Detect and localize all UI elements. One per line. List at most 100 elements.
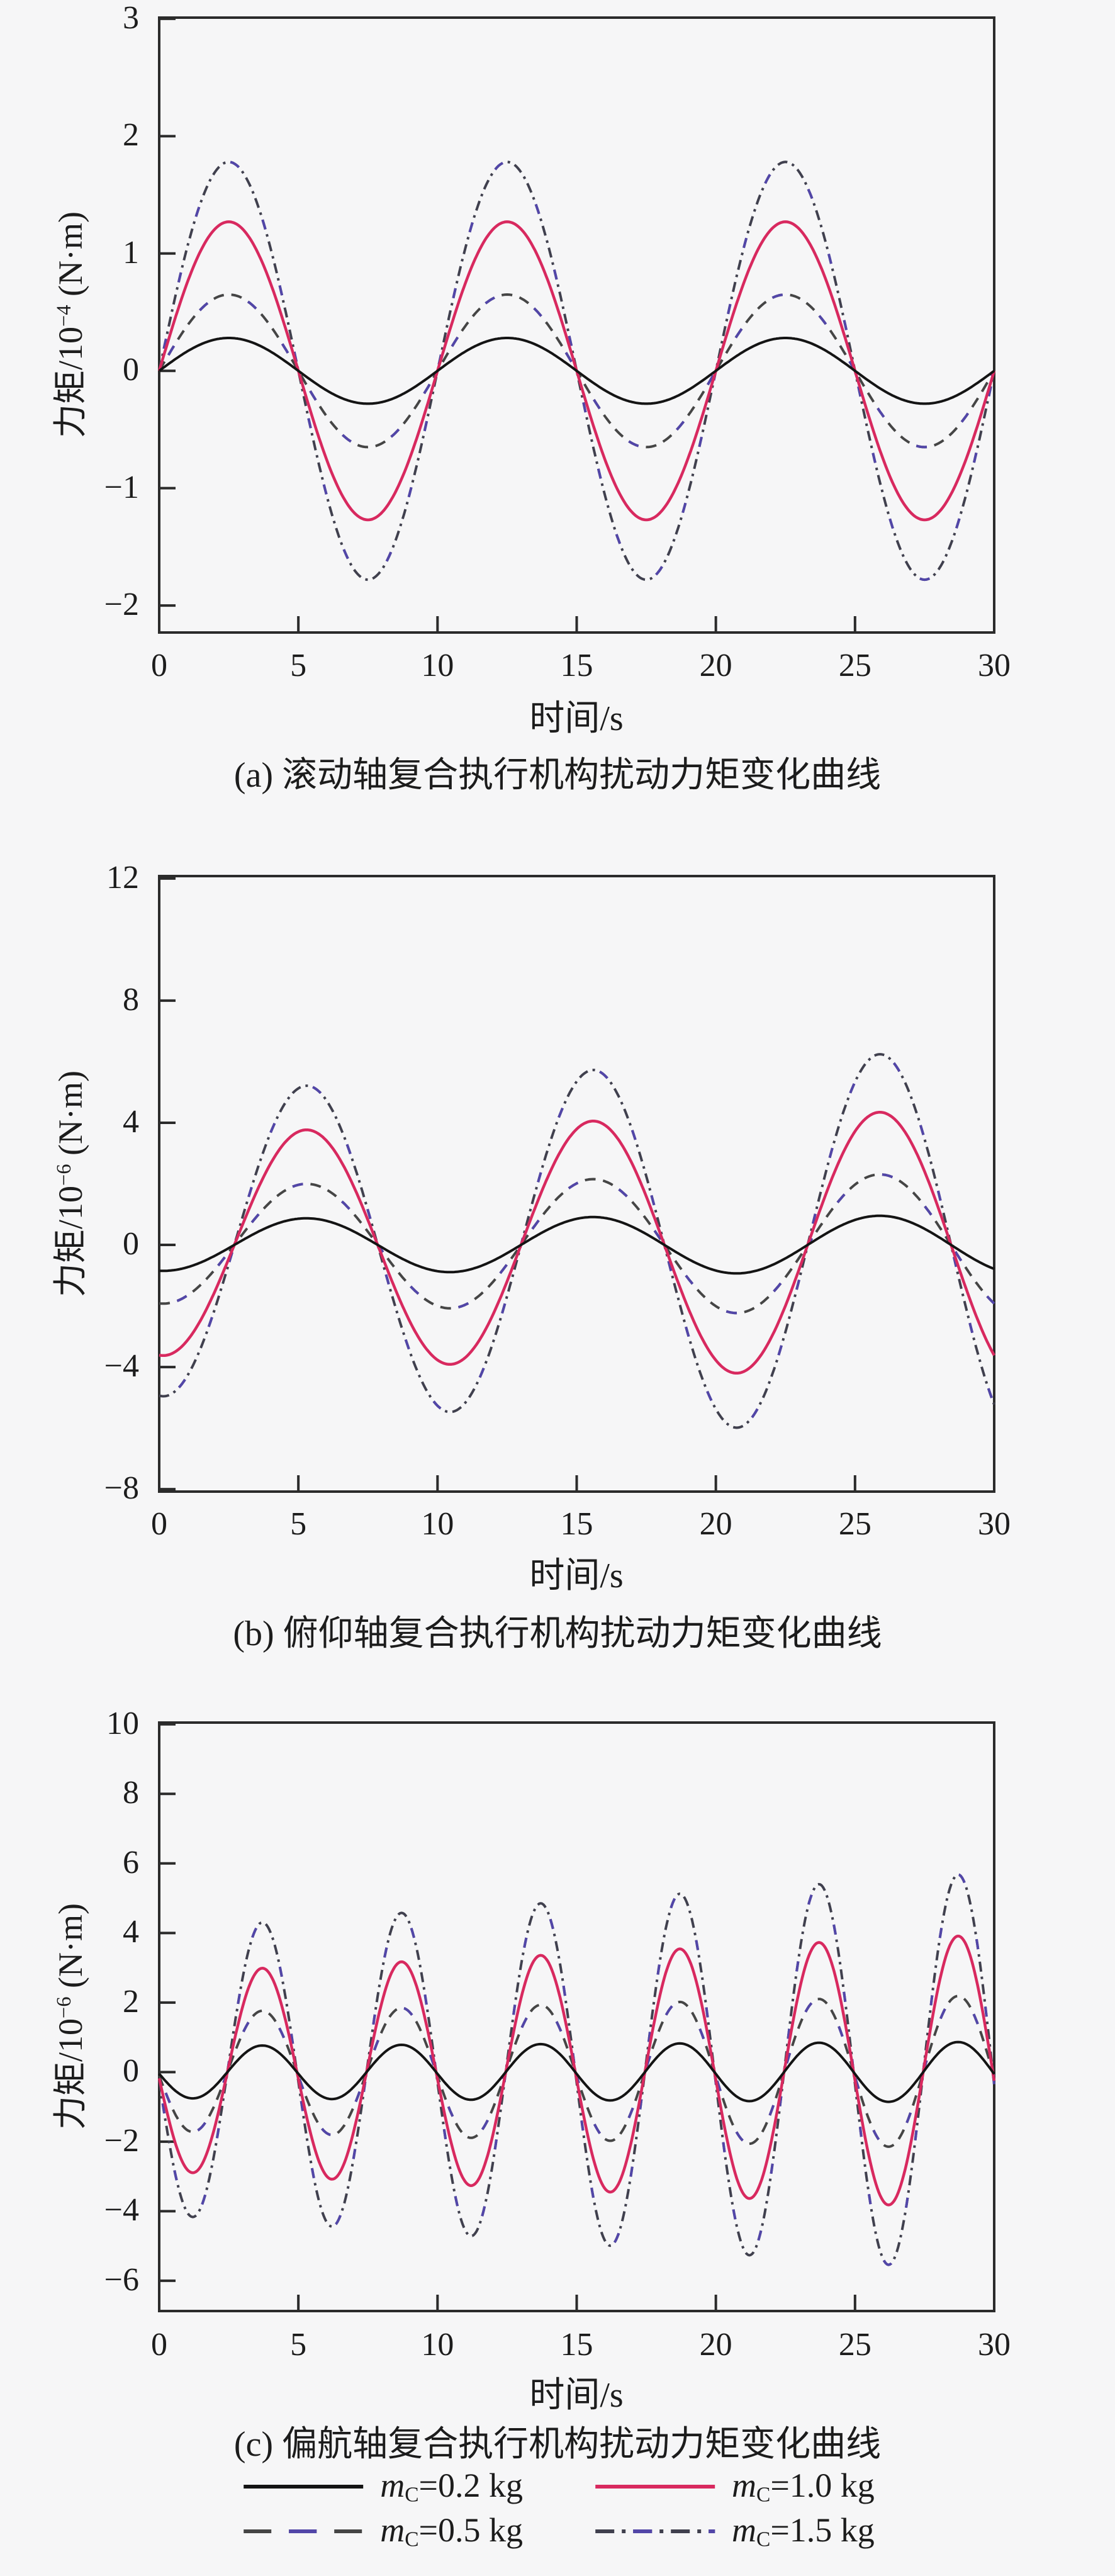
y-tick-label: 0 bbox=[123, 352, 139, 388]
subplot-b-caption: (b) 俯仰轴复合执行机构扰动力矩变化曲线 bbox=[233, 1614, 882, 1653]
x-tick-label: 20 bbox=[699, 648, 732, 683]
y-axis-label-a: 力矩/10−4 (N·m) bbox=[52, 211, 89, 438]
x-tick-label: 5 bbox=[290, 648, 307, 683]
legend-sub: C bbox=[756, 2528, 771, 2551]
legend-line-dashdot bbox=[595, 2529, 715, 2534]
series-curve-accent-mc-1.5-kg bbox=[158, 1873, 995, 2266]
y-tick-label: 12 bbox=[106, 859, 139, 896]
y-axis-label-b: 力矩/10−6 (N·m) bbox=[52, 1071, 89, 1297]
y-tick-label: −2 bbox=[104, 587, 139, 623]
series-curve-mc-0.5-kg bbox=[159, 1173, 995, 1315]
legend-item-mc-0.2kg: mC=0.2 kg bbox=[240, 2468, 523, 2506]
x-axis-label-a: 时间/s bbox=[529, 699, 624, 738]
y-tick-label: 1 bbox=[123, 234, 139, 271]
series-curve-mc-0.2-kg bbox=[158, 2040, 995, 2103]
x-tick-label: 30 bbox=[978, 1506, 1011, 1542]
y-tick-label: 3 bbox=[123, 0, 139, 36]
series-curve-mc-1.0-kg bbox=[159, 1111, 995, 1375]
y-tick-label: 8 bbox=[123, 1775, 139, 1811]
legend-value: =1.5 kg bbox=[770, 2511, 875, 2549]
y-tick-label: 0 bbox=[123, 1225, 139, 1262]
x-axis-label-c: 时间/s bbox=[529, 2376, 624, 2415]
legend-label-mc-0.5kg: mC=0.5 kg bbox=[380, 2513, 523, 2550]
legend-label-mc-1.5kg: mC=1.5 kg bbox=[732, 2513, 875, 2550]
x-tick-label: 0 bbox=[151, 648, 167, 683]
y-axis-label-b-exponent: −6 bbox=[53, 1164, 76, 1186]
x-tick-label: 30 bbox=[978, 2327, 1011, 2363]
legend-line-dashed bbox=[244, 2529, 364, 2534]
legend-value: =0.5 kg bbox=[418, 2511, 523, 2549]
legend-value: =1.0 kg bbox=[770, 2466, 875, 2504]
legend-line-solid-pink bbox=[595, 2485, 715, 2489]
legend-item-mc-1.0kg: mC=1.0 kg bbox=[592, 2468, 875, 2506]
legend-var: m bbox=[380, 2466, 405, 2504]
subplot-a-caption: (a) 滚动轴复合执行机构扰动力矩变化曲线 bbox=[233, 756, 882, 795]
y-axis-label-a-base: 力矩/10 bbox=[52, 326, 89, 438]
chart-b-graphics bbox=[158, 875, 995, 1493]
y-axis-label-c-exponent: −6 bbox=[53, 1996, 76, 2018]
y-tick-label: 6 bbox=[123, 1844, 139, 1881]
x-tick-label: 20 bbox=[699, 2327, 732, 2363]
x-tick-label: 10 bbox=[421, 648, 454, 683]
legend-item-mc-1.5kg: mC=1.5 kg bbox=[592, 2513, 875, 2550]
x-tick-label: 5 bbox=[290, 2327, 307, 2363]
legend-item-mc-0.5kg: mC=0.5 kg bbox=[240, 2513, 523, 2550]
x-tick-label: 25 bbox=[838, 1506, 871, 1542]
y-tick-label: −1 bbox=[104, 469, 139, 505]
y-tick-label: 0 bbox=[123, 2053, 139, 2089]
y-tick-label: −6 bbox=[104, 2261, 139, 2298]
y-axis-label-c: 力矩/10−6 (N·m) bbox=[52, 1903, 89, 2130]
legend-label-mc-0.2kg: mC=0.2 kg bbox=[380, 2468, 523, 2506]
x-tick-label: 25 bbox=[838, 648, 871, 683]
y-tick-label: 4 bbox=[123, 1914, 139, 1950]
y-tick-label: 4 bbox=[123, 1103, 139, 1140]
legend-sub: C bbox=[756, 2483, 771, 2507]
x-tick-label: 5 bbox=[290, 1506, 307, 1542]
series-curve-mc-0.2-kg bbox=[159, 1214, 995, 1275]
y-tick-label: −8 bbox=[104, 1470, 139, 1507]
x-tick-label: 10 bbox=[421, 2327, 454, 2363]
y-axis-label-b-unit: (N·m) bbox=[52, 1071, 89, 1164]
y-axis-label-c-base: 力矩/10 bbox=[52, 2018, 89, 2130]
x-tick-label: 20 bbox=[699, 1506, 732, 1542]
y-tick-label: −4 bbox=[104, 1348, 139, 1385]
x-tick-label: 15 bbox=[560, 2327, 593, 2363]
y-tick-label: −2 bbox=[104, 2122, 139, 2159]
legend: mC=0.2 kg mC=1.0 kg mC=0.5 kg mC=1.5 kg bbox=[240, 2468, 875, 2550]
chart-a-frame bbox=[158, 16, 995, 634]
y-tick-label: −4 bbox=[104, 2192, 139, 2229]
chart-a-graphics bbox=[157, 16, 996, 634]
x-tick-label: 15 bbox=[560, 648, 593, 683]
legend-var: m bbox=[380, 2511, 405, 2549]
y-axis-label-a-exponent: −4 bbox=[53, 305, 76, 327]
chart-c-graphics bbox=[157, 1721, 996, 2312]
legend-var: m bbox=[732, 2511, 756, 2549]
series-curve-mc-1.5-kg bbox=[158, 1873, 995, 2266]
subplot-c-caption: (c) 偏航轴复合执行机构扰动力矩变化曲线 bbox=[233, 2425, 882, 2464]
series-curve-accent-mc-1.5-kg bbox=[159, 1053, 995, 1429]
legend-sub: C bbox=[405, 2528, 419, 2551]
x-tick-label: 30 bbox=[978, 648, 1011, 683]
series-curve-mc-0.2-kg bbox=[158, 337, 995, 405]
x-tick-label: 15 bbox=[560, 1506, 593, 1542]
legend-sub: C bbox=[405, 2483, 419, 2507]
series-curve-mc-1.0-kg bbox=[157, 1934, 996, 2207]
chart-b-frame bbox=[158, 875, 995, 1493]
legend-label-mc-1.0kg: mC=1.0 kg bbox=[732, 2468, 875, 2506]
y-tick-label: 2 bbox=[123, 1983, 139, 2020]
x-tick-label: 10 bbox=[421, 1506, 454, 1542]
y-tick-label: 8 bbox=[123, 981, 139, 1018]
legend-value: =0.2 kg bbox=[418, 2466, 523, 2504]
series-curve-mc-1.5-kg bbox=[159, 1053, 995, 1429]
x-tick-label: 25 bbox=[838, 2327, 871, 2363]
y-axis-label-b-base: 力矩/10 bbox=[52, 1185, 89, 1297]
x-axis-label-b: 时间/s bbox=[529, 1556, 624, 1595]
series-curve-accent-mc-0.5-kg bbox=[159, 1173, 995, 1315]
chart-c-frame bbox=[158, 1721, 995, 2312]
y-axis-label-c-unit: (N·m) bbox=[52, 1903, 89, 1997]
legend-var: m bbox=[732, 2466, 756, 2504]
x-tick-label: 0 bbox=[151, 1506, 167, 1542]
y-tick-label: 2 bbox=[123, 117, 139, 154]
